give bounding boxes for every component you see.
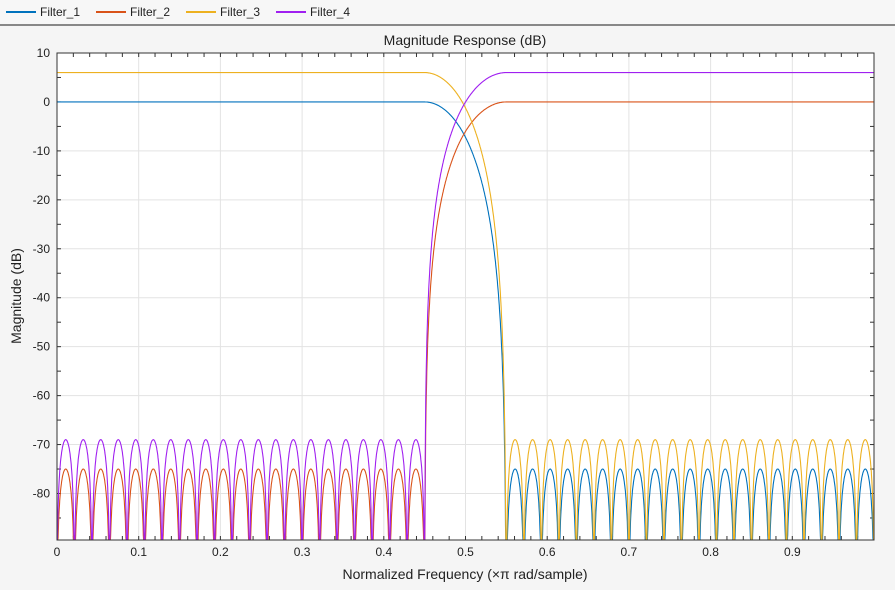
- legend-swatch: [186, 11, 217, 13]
- legend-swatch: [96, 11, 127, 13]
- legend-swatch: [276, 11, 307, 13]
- x-tick-label: 0.7: [621, 545, 638, 559]
- x-tick-label: 0.2: [212, 545, 229, 559]
- legend-label: Filter_1: [40, 5, 81, 19]
- x-axis-label: Normalized Frequency (×π rad/sample): [342, 566, 587, 582]
- legend-label: Filter_2: [130, 5, 171, 19]
- y-tick-label: -30: [33, 242, 51, 256]
- x-tick-label: 0.6: [539, 545, 556, 559]
- y-tick-label: -10: [33, 144, 51, 158]
- legend-swatch: [6, 11, 36, 13]
- x-tick-label: 0.9: [784, 545, 801, 559]
- y-axis-label: Magnitude (dB): [8, 248, 24, 344]
- y-tick-label: -60: [33, 389, 51, 403]
- x-tick-label: 0.3: [294, 545, 311, 559]
- x-tick-label: 0: [54, 545, 61, 559]
- y-tick-label: -40: [33, 291, 51, 305]
- series-line-filter_1: [57, 101, 874, 541]
- legend-item-filter-4[interactable]: Filter_4: [276, 5, 350, 19]
- y-tick-label: -70: [33, 438, 51, 452]
- chart-title: Magnitude Response (dB): [384, 32, 547, 48]
- legend-label: Filter_3: [220, 5, 261, 19]
- y-tick-label: 10: [37, 46, 51, 60]
- series-line-filter_2: [57, 101, 874, 541]
- legend: Filter_1 Filter_2 Filter_3 Filter_4: [0, 0, 895, 26]
- x-tick-label: 0.8: [702, 545, 719, 559]
- series-line-filter_4: [56, 72, 874, 541]
- legend-item-filter-1[interactable]: Filter_1: [6, 5, 80, 19]
- plot-border: [56, 52, 875, 541]
- y-tick-label: -50: [33, 340, 51, 354]
- legend-item-filter-3[interactable]: Filter_3: [186, 5, 260, 19]
- legend-item-filter-2[interactable]: Filter_2: [96, 5, 170, 19]
- x-tick-label: 0.1: [130, 545, 147, 559]
- legend-label: Filter_4: [310, 5, 351, 19]
- x-tick-label: 0.5: [457, 545, 474, 559]
- y-tick-label: 0: [43, 95, 50, 109]
- y-tick-label: -80: [33, 487, 51, 501]
- y-tick-label: -20: [33, 193, 51, 207]
- x-tick-label: 0.4: [375, 545, 392, 559]
- series-line-filter_3: [57, 72, 875, 541]
